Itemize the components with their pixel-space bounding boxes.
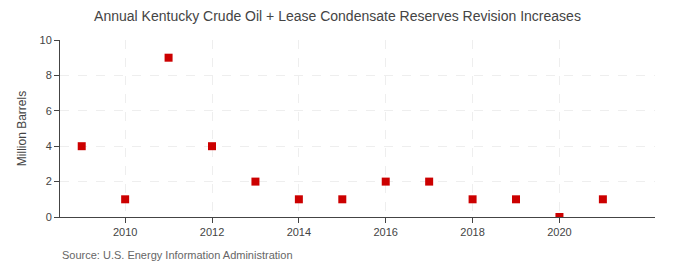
- svg-text:2020: 2020: [547, 226, 571, 238]
- svg-text:2: 2: [46, 175, 52, 187]
- svg-text:Annual Kentucky Crude Oil + Le: Annual Kentucky Crude Oil + Lease Conden…: [94, 8, 581, 24]
- svg-text:Source: U.S. Energy Informatio: Source: U.S. Energy Information Administ…: [62, 249, 293, 261]
- svg-text:0: 0: [46, 211, 52, 223]
- svg-text:6: 6: [46, 105, 52, 117]
- svg-text:2010: 2010: [113, 226, 137, 238]
- svg-text:2018: 2018: [460, 226, 484, 238]
- svg-text:Million Barrels: Million Barrels: [15, 91, 29, 166]
- svg-text:2014: 2014: [287, 226, 311, 238]
- svg-text:4: 4: [46, 140, 52, 152]
- svg-text:8: 8: [46, 69, 52, 81]
- svg-text:10: 10: [40, 34, 52, 46]
- svg-text:2012: 2012: [200, 226, 224, 238]
- svg-text:2016: 2016: [373, 226, 397, 238]
